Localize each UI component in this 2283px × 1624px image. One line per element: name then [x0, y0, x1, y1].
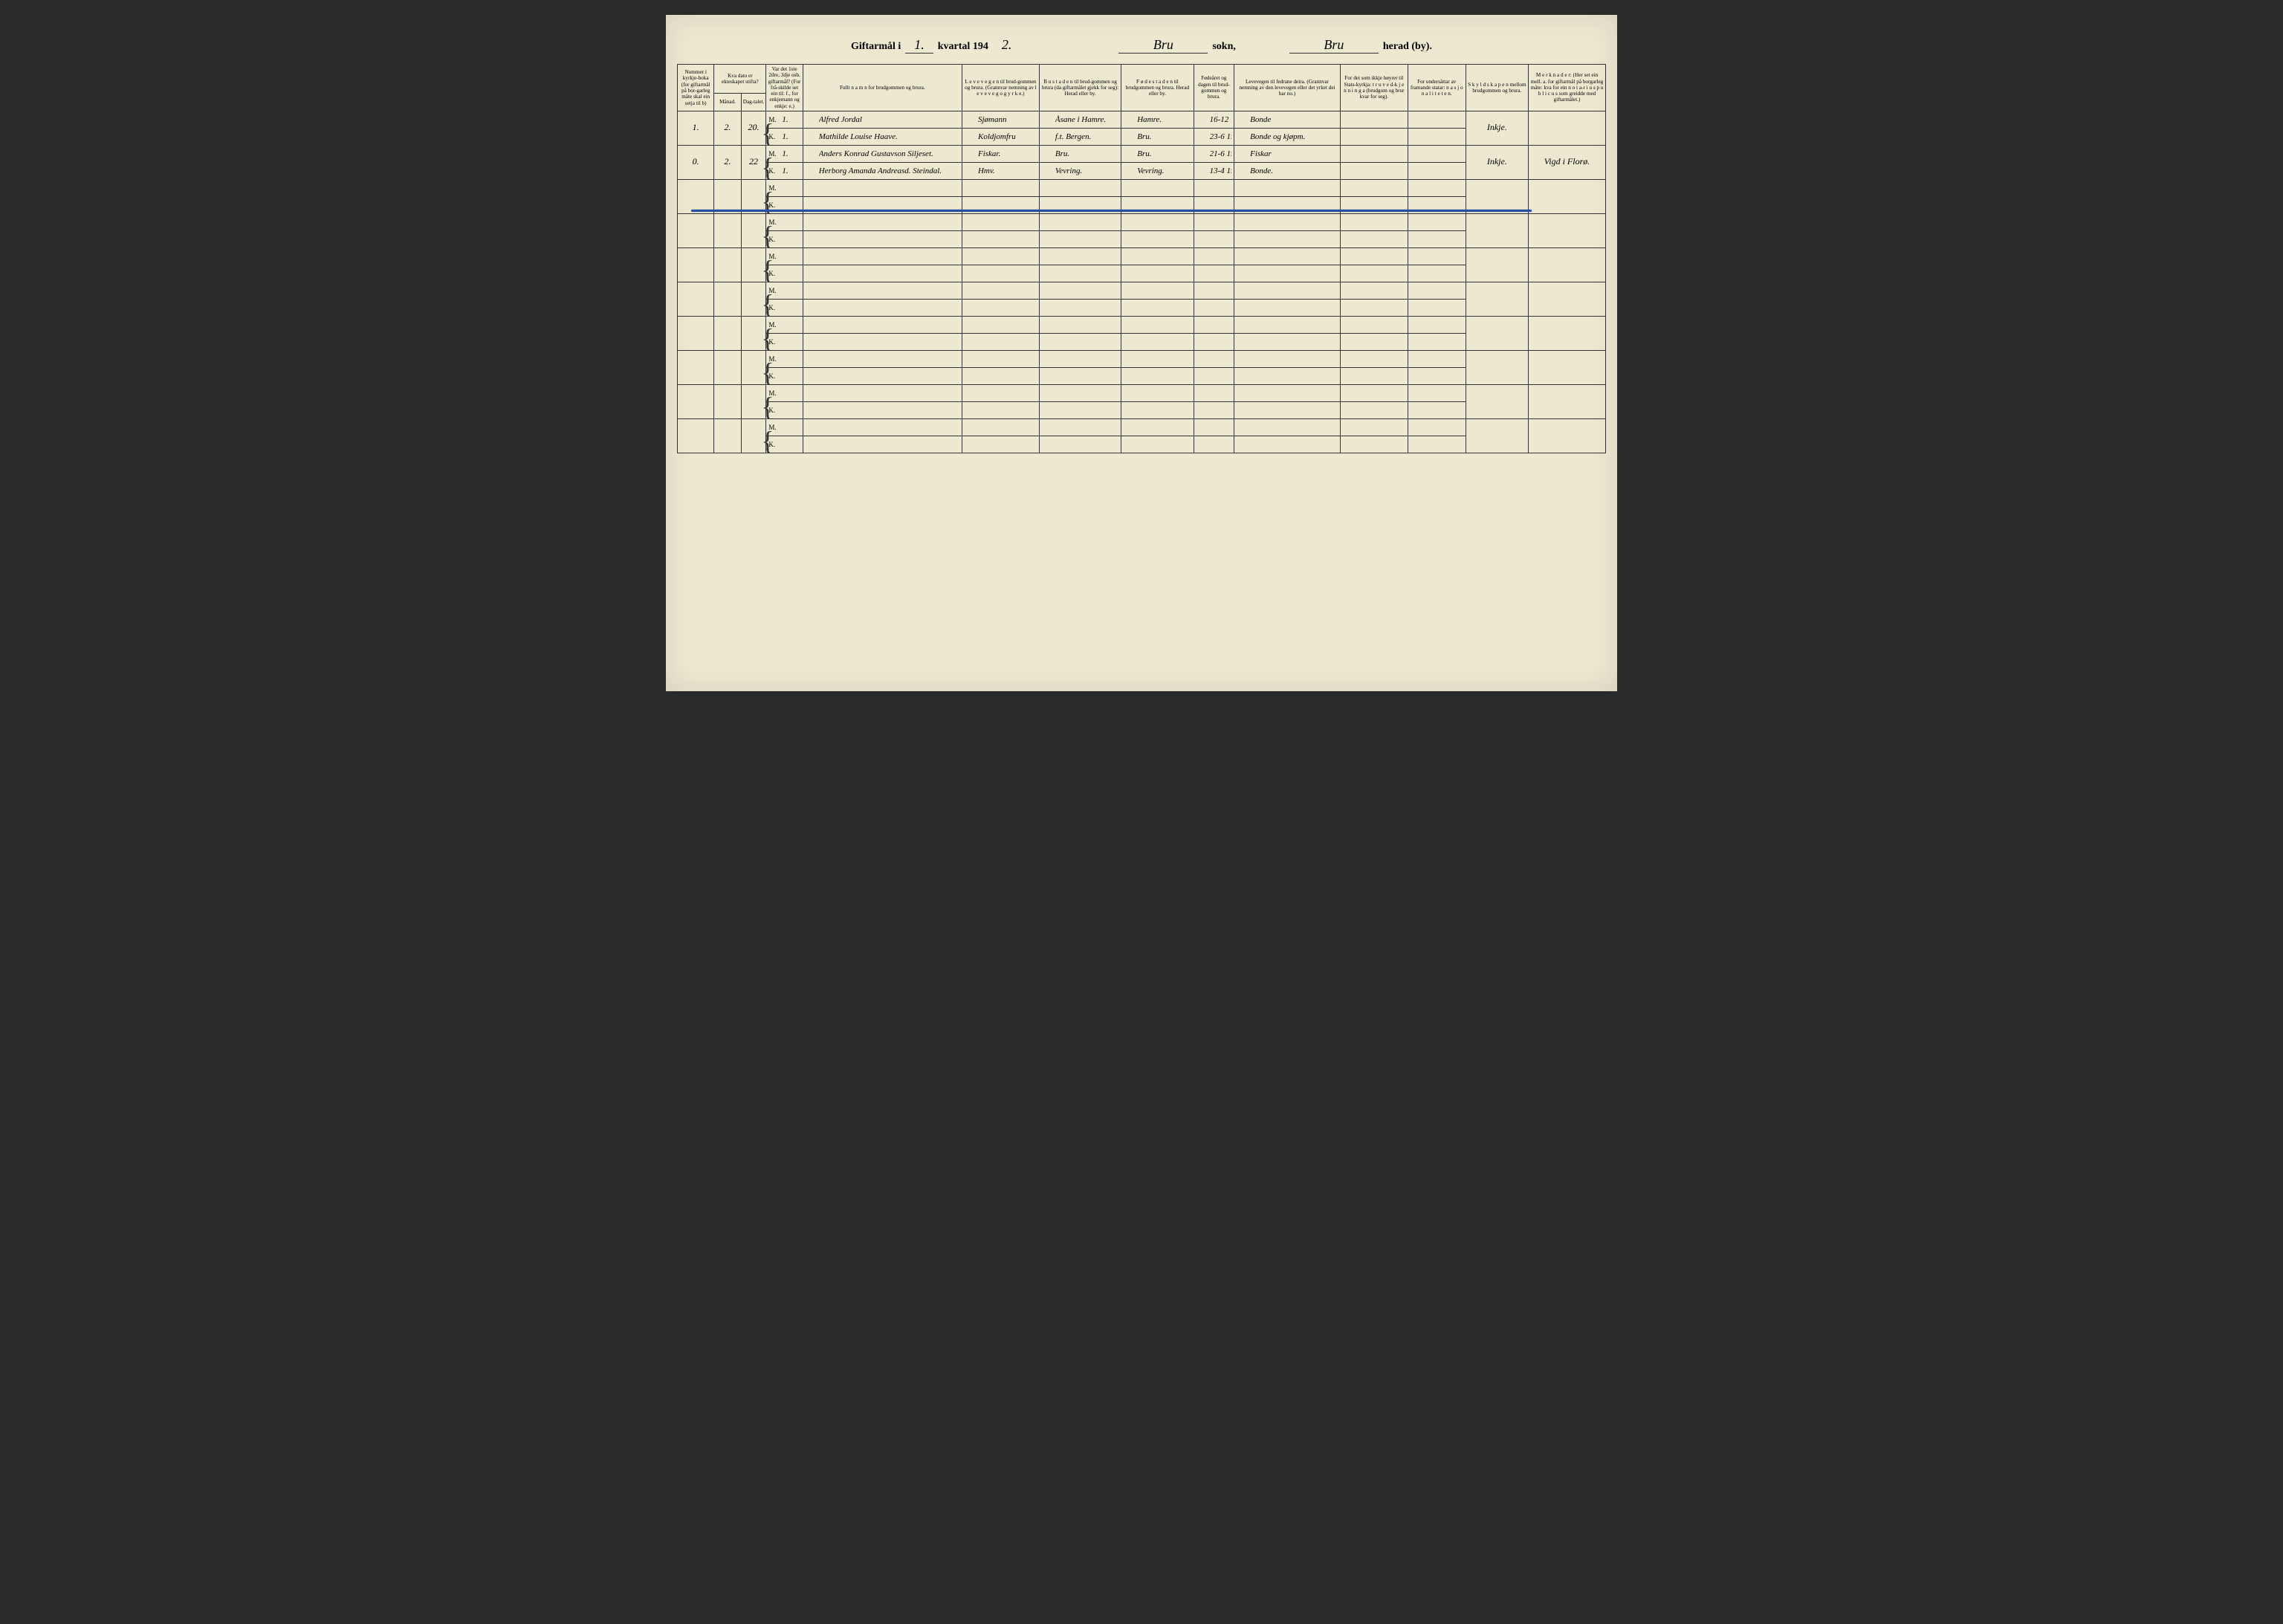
- title-sokn-value: Bru: [1118, 37, 1208, 54]
- hdr-name: Fullt n a m n for brudgommen og brura.: [803, 65, 962, 111]
- table-body: 1.2.20. { M.1. K.1. Alfred Jordal Mathil…: [678, 111, 1606, 453]
- table-row: 1.2.20. { M.1. K.1. Alfred Jordal Mathil…: [678, 111, 1606, 145]
- title-herad-value: Bru: [1289, 37, 1379, 54]
- ledger-wrap: Nummer i kyrkje-boka (for giftarmål på b…: [677, 64, 1606, 453]
- hdr-nasj: For undersåttar av framande statar: n a …: [1408, 65, 1466, 111]
- hdr-stat: For dei som ikkje høyrer til Stats-kyrkj…: [1340, 65, 1408, 111]
- hdr-skyl: S k y l d s k a p e n mellom brudgommen …: [1466, 65, 1528, 111]
- hdr-lev: L e v e v e g e n til brud-gommen og bru…: [962, 65, 1039, 111]
- table-row: { M. K.: [678, 282, 1606, 316]
- title-sokn-label: sokn,: [1212, 41, 1236, 53]
- title-quarter: 1.: [905, 37, 933, 54]
- hdr-dato: Kva dato er ekteskapet stifta?: [714, 65, 766, 94]
- table-row: { M. K.: [678, 384, 1606, 418]
- hdr-num: Nummer i kyrkje-boka (for giftarmål på b…: [678, 65, 714, 111]
- hdr-dag: Dag-talet.: [741, 93, 766, 111]
- table-row: 0.2.22 { M.1. K.1. Anders Konrad Gustavs…: [678, 145, 1606, 179]
- table-row: { M. K.: [678, 213, 1606, 248]
- title-prefix: Giftarmål i: [851, 41, 901, 53]
- title-year-digit: 2.: [993, 37, 1021, 53]
- title-herad-label: herad (by).: [1383, 41, 1432, 53]
- table-row: { M. K.: [678, 248, 1606, 282]
- hdr-var: Var det 1ste 2dre, 3dje osb. giftarmål? …: [766, 65, 803, 111]
- hdr-fod: F ø d e s t a d e n til brudgommen og br…: [1121, 65, 1194, 111]
- blue-strikethrough: [691, 210, 1532, 212]
- table-row: { M. K.: [678, 316, 1606, 350]
- hdr-bust: B u s t a d e n til brud-gommen og brura…: [1039, 65, 1121, 111]
- ledger-table: Nummer i kyrkje-boka (for giftarmål på b…: [677, 64, 1606, 453]
- table-row: { M. K.: [678, 179, 1606, 213]
- table-row: { M. K.: [678, 418, 1606, 453]
- ledger-page: Giftarmål i 1. kvartal 194 2. Bru sokn, B…: [666, 15, 1617, 691]
- hdr-fedr: Levevegen til fedrane deira. (Grannvar n…: [1234, 65, 1341, 111]
- table-row: { M. K.: [678, 350, 1606, 384]
- hdr-mon: Månad.: [714, 93, 741, 111]
- hdr-aar: Fødeåret og dagen til brud-gommen og bru…: [1194, 65, 1234, 111]
- page-title: Giftarmål i 1. kvartal 194 2. Bru sokn, B…: [677, 37, 1606, 54]
- table-header: Nummer i kyrkje-boka (for giftarmål på b…: [678, 65, 1606, 111]
- hdr-merk: M e r k n a d e r: (Her set ein mell. a.…: [1529, 65, 1606, 111]
- title-mid: kvartal 194: [938, 41, 988, 53]
